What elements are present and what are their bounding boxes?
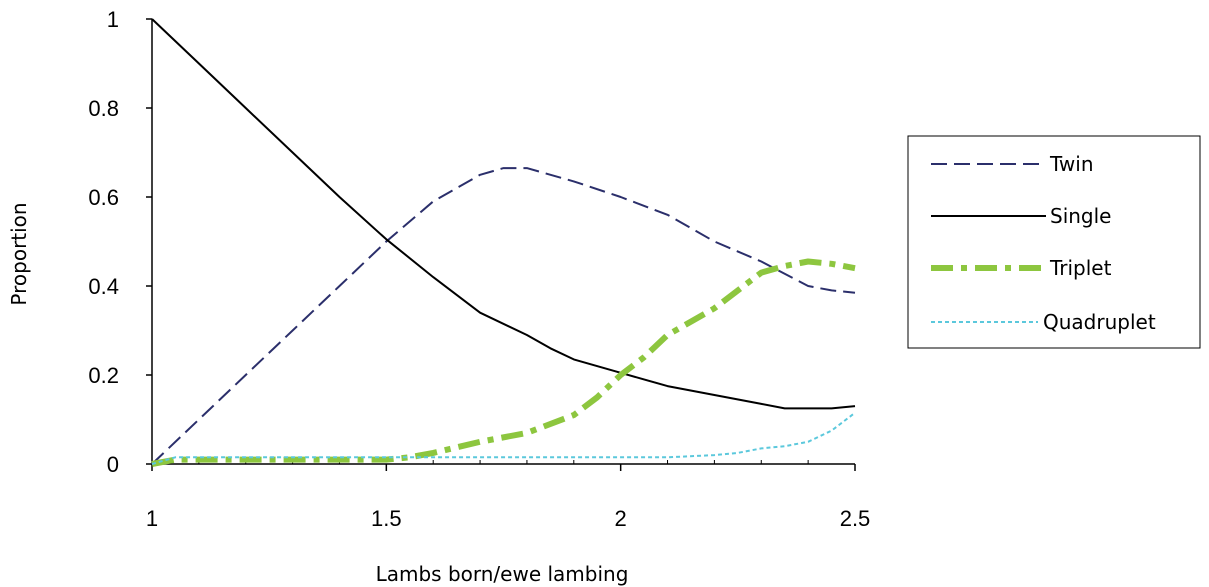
y-tick-label: 0.6 — [88, 185, 119, 210]
legend-label-twin: Twin — [1049, 152, 1094, 176]
legend-label-quadruplet: Quadruplet — [1043, 310, 1156, 334]
x-tick-label: 2 — [615, 506, 627, 531]
legend-box — [907, 135, 1201, 349]
series-line-quadruplet — [151, 412, 856, 465]
legend: Twin Single Triplet Quadruplet — [907, 135, 1201, 349]
y-tick-label: 0.8 — [88, 96, 119, 121]
y-axis-title: Proportion — [7, 202, 31, 305]
y-axis-ticks: 0 0.2 0.4 0.6 0.8 1 — [88, 7, 152, 477]
x-axis-title: Lambs born/ewe lambing — [376, 562, 629, 586]
x-axis-ticks: 1 1.5 2 2.5 — [146, 460, 870, 531]
y-tick-label: 0 — [107, 452, 119, 477]
x-tick-label: 1.5 — [371, 506, 402, 531]
x-tick-label: 1 — [146, 506, 158, 531]
plot-area: 1 1.5 2 2.5 0 0.2 0.4 0.6 0.8 1 — [88, 7, 870, 531]
series-line-single — [151, 18, 856, 410]
legend-label-triplet: Triplet — [1049, 256, 1112, 280]
series-line-twin — [151, 167, 856, 465]
y-tick-label: 1 — [107, 7, 119, 32]
legend-label-single: Single — [1050, 204, 1111, 228]
x-tick-label: 2.5 — [840, 506, 871, 531]
legend-items: Twin Single Triplet Quadruplet — [931, 152, 1156, 334]
series-layer — [151, 18, 856, 467]
y-tick-label: 0.4 — [88, 274, 119, 299]
y-tick-label: 0.2 — [88, 363, 119, 388]
